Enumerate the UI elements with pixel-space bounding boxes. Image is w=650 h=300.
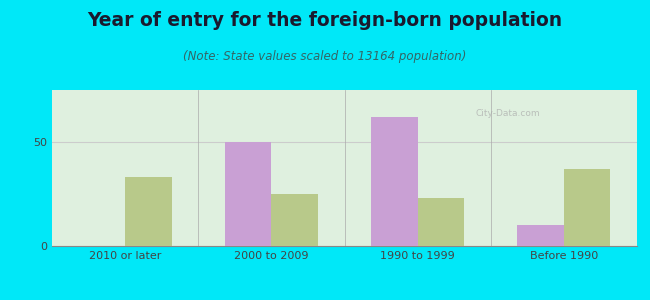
Bar xyxy=(417,198,464,246)
Bar xyxy=(272,194,318,246)
Bar xyxy=(564,169,610,246)
Text: (Note: State values scaled to 13164 population): (Note: State values scaled to 13164 popu… xyxy=(183,50,467,64)
Text: City-Data.com: City-Data.com xyxy=(476,109,541,118)
Bar xyxy=(370,117,417,246)
Bar xyxy=(225,142,272,246)
Legend: 13164, New York: 13164, New York xyxy=(262,296,427,300)
Bar xyxy=(517,225,564,246)
Text: Year of entry for the foreign-born population: Year of entry for the foreign-born popul… xyxy=(88,11,562,31)
Bar xyxy=(125,177,172,246)
